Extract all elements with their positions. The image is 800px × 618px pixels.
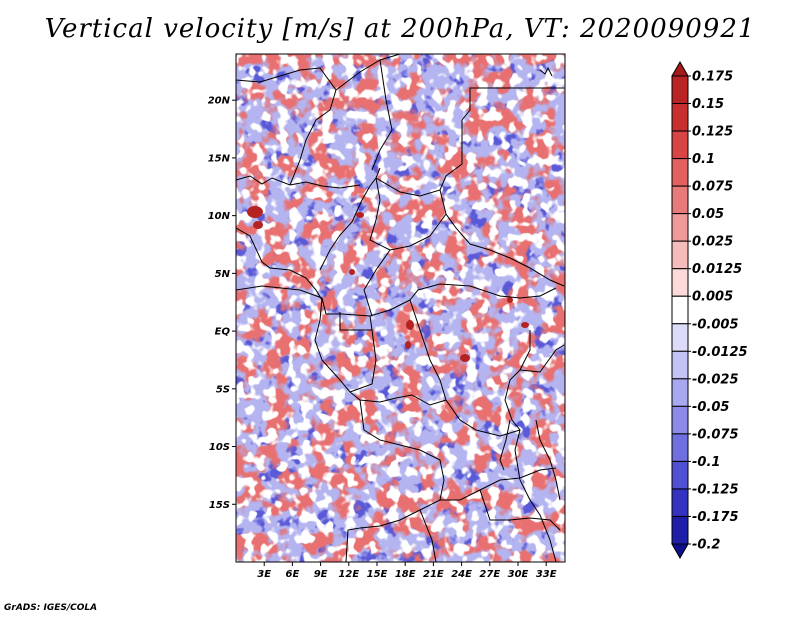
latitude-axis: 20N 15N 10N 5N EQ 5S 10S 15S (208, 96, 236, 511)
colorbar-swatch (671, 240, 689, 270)
colorbar-label: 0.005 (692, 290, 733, 305)
lon-tick-label: 21E (423, 569, 444, 580)
lon-tick-label: 27E (479, 569, 500, 580)
updraft-hotspots (247, 206, 529, 362)
colorbar-label: 0.175 (692, 70, 733, 85)
colorbar-swatch (671, 295, 689, 325)
lat-tick-label: 10S (209, 442, 230, 453)
colorbar-label: -0.0125 (692, 345, 748, 360)
colorbar-label: 0.1 (692, 152, 715, 167)
lon-tick-label: 6E (286, 569, 300, 580)
colorbar-swatch (671, 405, 689, 435)
colorbar-swatch (671, 158, 689, 187)
colorbar-label: 0.075 (692, 180, 733, 195)
lon-tick-label: 18E (395, 569, 416, 580)
colorbar-swatch (671, 185, 689, 215)
colorbar-swatch (671, 460, 689, 490)
colorbar-swatch (671, 75, 689, 105)
colorbar-swatch (671, 268, 689, 297)
colorbar-swatch (671, 433, 689, 462)
colorbar-top-arrow (671, 60, 689, 77)
colorbar-swatch (671, 130, 689, 160)
colorbar-swatch (671, 323, 689, 352)
lat-tick-label: 5N (215, 269, 231, 280)
software-credit: GrADS: IGES/COLA (4, 603, 98, 613)
lon-tick-label: 15E (367, 569, 388, 580)
lat-tick-label: 10N (208, 211, 231, 222)
colorbar-swatch (671, 213, 689, 242)
colorbar-label: 0.0125 (692, 262, 742, 277)
lon-tick-label: 3E (257, 569, 271, 580)
colorbar-label: 0.125 (692, 125, 733, 140)
lon-tick-label: 12E (338, 569, 359, 580)
lat-tick-label: EQ (215, 327, 231, 338)
plot-frame (235, 53, 566, 563)
lat-tick-label: 15N (208, 153, 231, 164)
colorbar-label: -0.175 (692, 510, 739, 525)
lon-tick-label: 30E (508, 569, 529, 580)
colorbar-swatch (671, 488, 689, 517)
colorbar-label: 0.15 (692, 97, 724, 112)
colorbar-label: 0.05 (692, 207, 724, 222)
lon-tick-label: 9E (314, 569, 328, 580)
colorbar-label: -0.125 (692, 482, 739, 497)
velocity-field (236, 54, 565, 562)
colorbar-label: -0.025 (692, 372, 739, 387)
colorbar-label: -0.075 (692, 427, 739, 442)
colorbar-label: -0.2 (692, 538, 720, 553)
longitude-axis: 3E 6E 9E 12E 15E 18E 21E 24E 27E 30E 33E (257, 562, 557, 580)
colorbar-label: 0.025 (692, 235, 733, 250)
colorbar-label: -0.1 (692, 455, 720, 470)
colorbar-swatch (671, 378, 689, 407)
colorbar-swatch (671, 103, 689, 132)
colorbar-label: -0.05 (692, 400, 729, 415)
colorbar-swatch (671, 350, 689, 380)
map-title: Vertical velocity [m/s] at 200hPa, VT: 2… (44, 14, 756, 44)
country-borders (236, 54, 565, 562)
lat-tick-label: 15S (209, 500, 230, 511)
lat-tick-label: 20N (208, 96, 231, 107)
lat-tick-label: 5S (216, 384, 230, 395)
colorbar-bottom-arrow (671, 543, 689, 560)
lon-tick-label: 24E (451, 569, 472, 580)
colorbar-swatch (671, 515, 689, 545)
colorbar: 0.175 0.15 0.125 0.1 0.075 0.05 0.025 0.0125 0.0… (671, 60, 748, 560)
colorbar-label: -0.005 (692, 317, 739, 332)
lon-tick-label: 33E (536, 569, 557, 580)
